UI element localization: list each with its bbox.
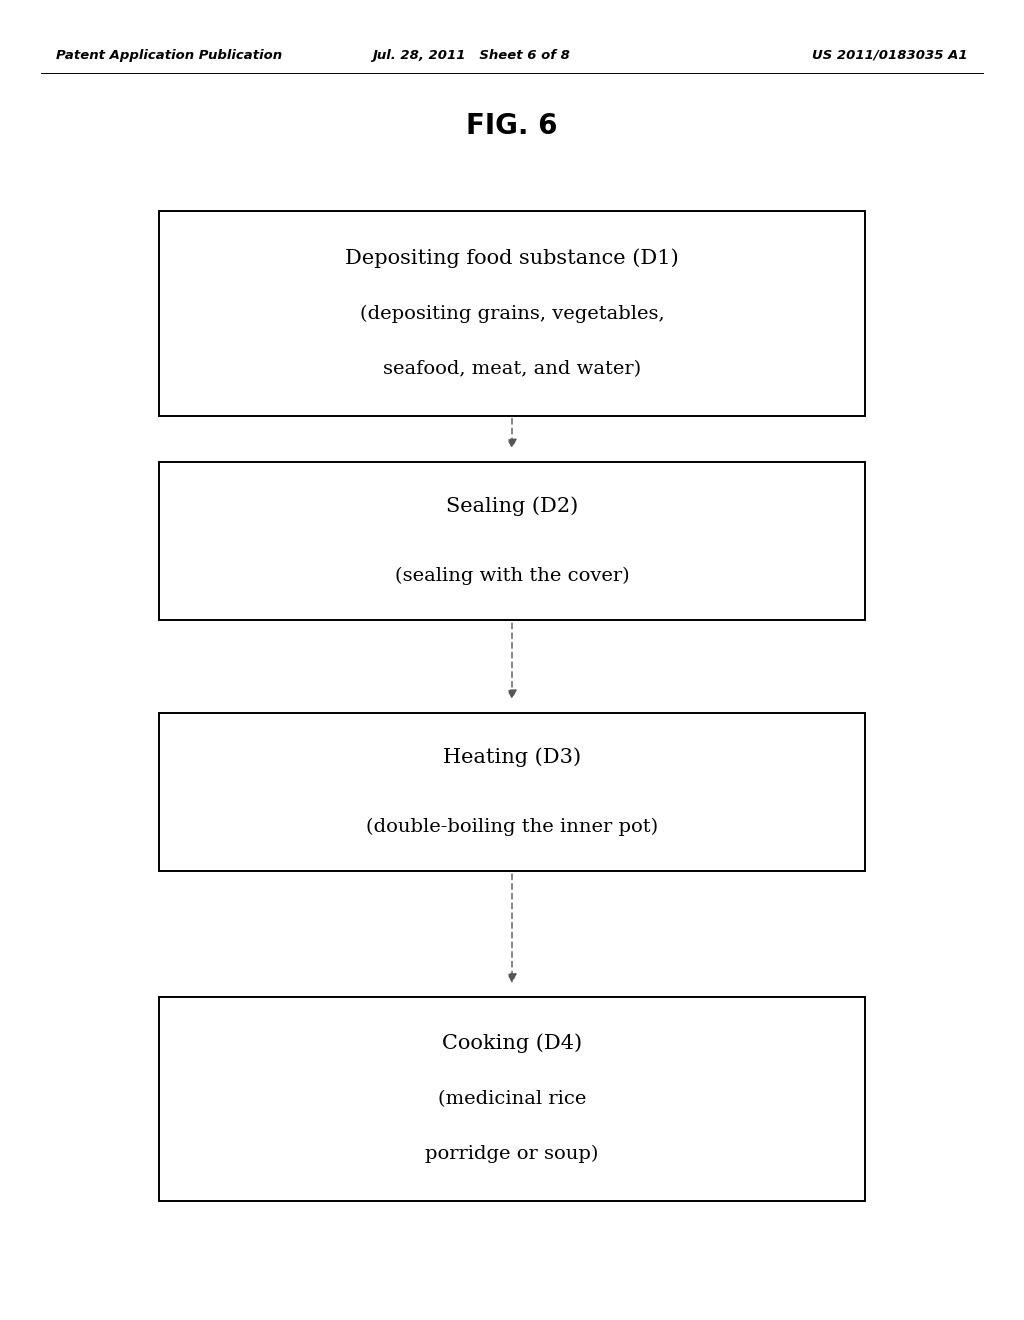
Bar	[159, 211, 865, 416]
Text: Patent Application Publication: Patent Application Publication	[56, 49, 283, 62]
Bar	[159, 997, 865, 1201]
Text: Jul. 28, 2011   Sheet 6 of 8: Jul. 28, 2011 Sheet 6 of 8	[372, 49, 570, 62]
Text: (sealing with the cover): (sealing with the cover)	[394, 566, 630, 585]
Bar	[159, 713, 865, 871]
Text: Heating (D3): Heating (D3)	[443, 747, 581, 767]
Text: (depositing grains, vegetables,: (depositing grains, vegetables,	[359, 305, 665, 322]
Text: Depositing food substance (D1): Depositing food substance (D1)	[345, 248, 679, 268]
Text: FIG. 6: FIG. 6	[466, 112, 558, 140]
Text: (double-boiling the inner pot): (double-boiling the inner pot)	[366, 817, 658, 836]
Text: (medicinal rice: (medicinal rice	[438, 1090, 586, 1107]
Text: porridge or soup): porridge or soup)	[425, 1144, 599, 1163]
Text: Sealing (D2): Sealing (D2)	[445, 496, 579, 516]
Text: US 2011/0183035 A1: US 2011/0183035 A1	[812, 49, 968, 62]
Text: seafood, meat, and water): seafood, meat, and water)	[383, 360, 641, 378]
Text: Cooking (D4): Cooking (D4)	[442, 1034, 582, 1053]
Bar	[159, 462, 865, 620]
